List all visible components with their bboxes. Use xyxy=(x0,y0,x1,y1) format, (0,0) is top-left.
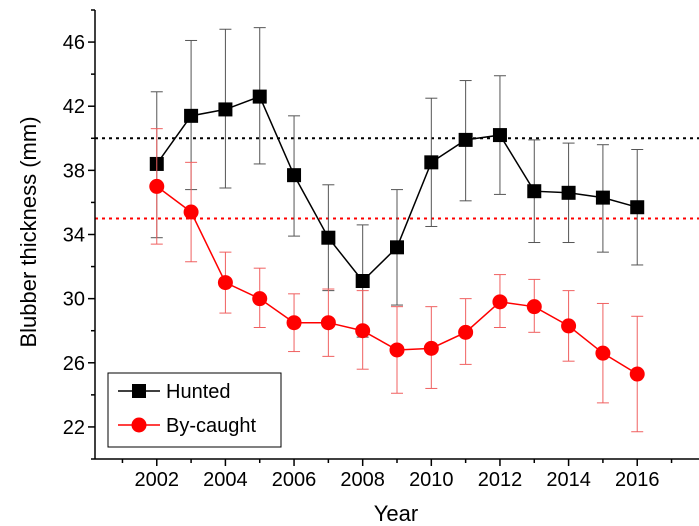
legend-label-by-caught: By-caught xyxy=(166,415,256,437)
x-tick-label: 2006 xyxy=(272,469,317,491)
y-tick-label: 30 xyxy=(63,289,85,311)
by-caught-point xyxy=(561,318,577,334)
by-caught-point xyxy=(629,366,645,382)
hunted-point xyxy=(458,132,473,147)
x-tick-label: 2004 xyxy=(203,469,248,491)
series-by-caught xyxy=(149,128,645,433)
by-caught-point xyxy=(458,324,474,340)
x-axis-label: Year xyxy=(374,501,418,526)
by-caught-point xyxy=(286,315,302,331)
x-tick-label: 2008 xyxy=(340,469,385,491)
by-caught-point xyxy=(423,340,439,356)
by-caught-point xyxy=(355,323,371,339)
by-caught-point xyxy=(217,275,233,291)
legend: Hunted By-caught xyxy=(107,372,282,448)
x-tick-label: 2016 xyxy=(615,469,660,491)
y-axis-label: Blubber thickness (mm) xyxy=(16,116,41,347)
by-caught-point xyxy=(183,204,199,220)
by-caught-point xyxy=(492,294,508,310)
hunted-point xyxy=(218,102,233,117)
by-caught-point xyxy=(595,345,611,361)
hunted-point xyxy=(252,89,267,104)
by-caught-point xyxy=(320,315,336,331)
series-layer xyxy=(149,27,645,433)
legend-label-hunted: Hunted xyxy=(166,381,231,403)
by-caught-point xyxy=(149,178,165,194)
y-tick-label: 38 xyxy=(63,160,85,182)
hunted-point xyxy=(184,108,199,123)
hunted-point xyxy=(287,168,302,183)
legend-marker-hunted xyxy=(132,384,146,398)
x-tick-label: 2014 xyxy=(546,469,591,491)
y-tick-label: 26 xyxy=(63,353,85,375)
x-tick-label: 2002 xyxy=(135,469,180,491)
legend-marker-by-caught xyxy=(131,417,147,433)
hunted-point xyxy=(390,240,404,255)
hunted-point xyxy=(527,184,542,199)
y-tick-label: 46 xyxy=(63,32,85,54)
by-caught-point xyxy=(252,291,268,307)
by-caught-point xyxy=(389,342,405,358)
x-tick-label: 2012 xyxy=(478,469,523,491)
hunted-point xyxy=(321,230,336,245)
y-tick-label: 22 xyxy=(63,417,85,439)
hunted-point xyxy=(355,274,370,289)
hunted-point xyxy=(424,155,439,170)
hunted-point xyxy=(561,185,576,200)
hunted-point xyxy=(595,190,610,205)
hunted-point xyxy=(492,128,507,143)
x-tick-label: 2010 xyxy=(409,469,454,491)
hunted-point xyxy=(630,200,645,215)
series-hunted xyxy=(149,27,645,338)
by-caught-point xyxy=(526,299,542,315)
axes: 22 26 30 34 38 42 46 2002 2004 2006 2008 2010 2012 20… xyxy=(63,9,699,491)
y-tick-label: 34 xyxy=(63,225,85,247)
y-tick-label: 42 xyxy=(63,96,85,118)
